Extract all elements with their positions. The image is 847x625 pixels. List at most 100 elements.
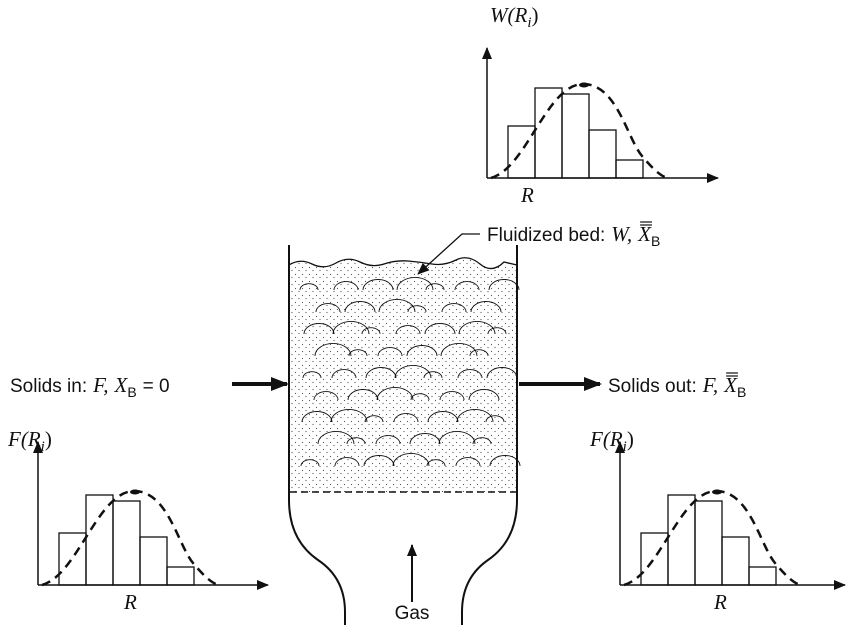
histogram-bar bbox=[748, 566, 777, 586]
x-axis-label: R bbox=[520, 183, 534, 207]
bubble bbox=[426, 459, 446, 467]
bubble bbox=[376, 386, 414, 401]
histogram-bar bbox=[112, 500, 141, 586]
label-text: Solids out: bbox=[608, 376, 697, 397]
bubble bbox=[485, 415, 505, 423]
histogram-bar bbox=[588, 129, 617, 179]
bubble bbox=[454, 281, 480, 291]
bubble bbox=[331, 369, 357, 379]
bubble bbox=[425, 283, 445, 291]
label-subscript: i bbox=[527, 15, 531, 31]
label-text: Solids in: bbox=[10, 376, 87, 397]
label-subscript: B bbox=[737, 384, 746, 400]
bed-label: Fluidized bed: W, XB bbox=[487, 222, 660, 249]
distribution-curve bbox=[623, 489, 803, 587]
label-subscript: i bbox=[41, 439, 45, 455]
bubble bbox=[378, 298, 416, 313]
histogram-plot: F(Ri) R bbox=[589, 427, 846, 614]
bubble bbox=[334, 457, 360, 467]
label-text: Fluidized bed: bbox=[487, 225, 605, 246]
label-close: ) bbox=[45, 427, 52, 451]
bubble bbox=[439, 391, 465, 401]
distribution-curve bbox=[490, 82, 670, 180]
bed-leader bbox=[417, 233, 480, 275]
right-wall bbox=[461, 245, 518, 625]
bubble bbox=[317, 430, 355, 445]
bubble bbox=[395, 325, 421, 335]
bubble bbox=[409, 433, 441, 445]
bubble bbox=[365, 367, 397, 379]
curve-peak bbox=[579, 82, 589, 88]
bubble bbox=[346, 437, 366, 445]
bubble bbox=[427, 411, 459, 423]
label-symbol: X bbox=[637, 222, 652, 246]
bubble bbox=[364, 415, 384, 423]
bubble bbox=[486, 367, 518, 379]
histogram-bar bbox=[85, 494, 114, 586]
bubble bbox=[469, 349, 489, 357]
histogram-bar bbox=[667, 494, 696, 586]
bubble bbox=[315, 303, 341, 313]
label-variable: F, bbox=[702, 373, 718, 397]
label-variable: F, bbox=[92, 373, 108, 397]
label-function: F(R bbox=[7, 427, 41, 451]
bubble bbox=[489, 455, 521, 467]
curve-peak bbox=[130, 489, 140, 495]
bubble bbox=[423, 371, 443, 379]
bubble bbox=[348, 349, 368, 357]
bubble bbox=[472, 437, 492, 445]
bubble bbox=[333, 281, 359, 291]
histogram-bar bbox=[534, 87, 563, 179]
label-close: ) bbox=[627, 427, 634, 451]
bubble bbox=[300, 459, 320, 467]
histogram-bar bbox=[139, 536, 168, 586]
inlet-label: Solids in: F, XB = 0 bbox=[10, 373, 170, 400]
bubble bbox=[457, 369, 483, 379]
bubble bbox=[299, 283, 319, 291]
bubble bbox=[410, 393, 430, 401]
vessel bbox=[288, 245, 521, 625]
bubble bbox=[362, 279, 394, 291]
histogram-bar bbox=[721, 536, 750, 586]
bubble bbox=[424, 323, 456, 335]
histogram-bar bbox=[640, 532, 669, 586]
histogram-bar bbox=[507, 125, 536, 179]
distribution-curve bbox=[41, 489, 221, 587]
outlet-label: Solids out: F, XB bbox=[608, 373, 746, 400]
bubble bbox=[344, 301, 376, 313]
bubble bbox=[487, 327, 507, 335]
histogram-bar bbox=[166, 566, 195, 586]
bubble bbox=[330, 408, 368, 423]
bubble bbox=[456, 408, 494, 423]
bubble bbox=[392, 452, 430, 467]
y-axis-label: F(Ri) bbox=[7, 427, 52, 455]
bubble bbox=[302, 371, 322, 379]
x-axis-label: R bbox=[123, 590, 137, 614]
gas-label: Gas bbox=[395, 603, 430, 624]
label-symbol: X bbox=[723, 373, 738, 397]
bubble bbox=[375, 435, 401, 445]
bubble bbox=[458, 320, 496, 335]
bubble bbox=[488, 279, 520, 291]
label-function: F(R bbox=[589, 427, 623, 451]
bubble bbox=[363, 455, 395, 467]
curve-peak bbox=[712, 489, 722, 495]
bubble bbox=[394, 364, 432, 379]
histogram-bar bbox=[58, 532, 87, 586]
histogram-plot: F(Ri) R bbox=[7, 427, 269, 614]
label-close: ) bbox=[532, 3, 539, 27]
bed-particles bbox=[289, 257, 517, 492]
bubble bbox=[396, 276, 434, 291]
histogram-bar bbox=[694, 500, 723, 586]
bubble bbox=[314, 342, 352, 357]
label-function: W(R bbox=[490, 3, 527, 27]
bubble bbox=[438, 430, 476, 445]
histogram-plot: W(Ri) R bbox=[482, 3, 719, 207]
label-subscript: B bbox=[127, 384, 136, 400]
bubble bbox=[455, 457, 481, 467]
label-variable: W, bbox=[611, 222, 632, 246]
bubble bbox=[361, 327, 381, 335]
label-subscript: i bbox=[623, 439, 627, 455]
bed-surface bbox=[288, 257, 518, 270]
